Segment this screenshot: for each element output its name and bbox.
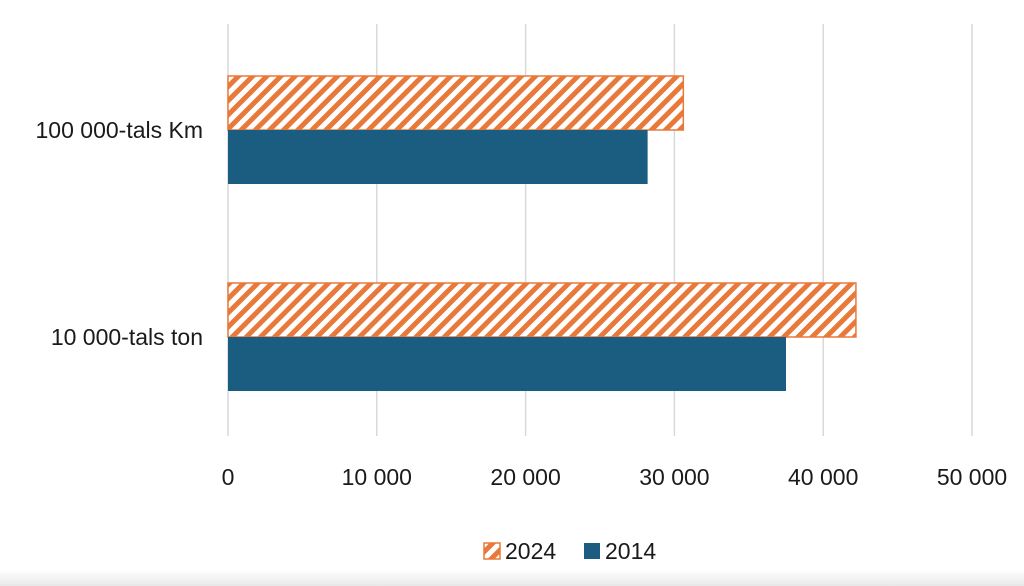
bottom-shade [0, 570, 1024, 586]
bar-2024 [227, 75, 685, 131]
legend-swatch-2024 [483, 542, 501, 560]
legend: 2024 2014 [483, 538, 656, 564]
bar-2024 [227, 282, 857, 338]
x-tick-label: 40 000 [788, 464, 858, 490]
legend-swatch-2014 [584, 543, 600, 559]
bar-2014 [228, 130, 648, 184]
x-tick-label: 10 000 [342, 464, 412, 490]
x-tick-label: 20 000 [490, 464, 560, 490]
category-labels: 100 000-tals Km 10 000-tals ton [36, 117, 203, 350]
x-axis-ticks: 0 10 000 20 000 30 000 40 000 50 000 [222, 464, 1008, 490]
bar-2014 [228, 337, 786, 391]
x-tick-label: 0 [222, 464, 235, 490]
x-tick-label: 30 000 [639, 464, 709, 490]
category-label: 10 000-tals ton [51, 324, 203, 350]
category-label: 100 000-tals Km [36, 117, 203, 143]
bars [227, 75, 857, 391]
legend-label: 2024 [505, 538, 556, 564]
legend-label: 2014 [605, 538, 656, 564]
x-tick-label: 50 000 [937, 464, 1007, 490]
